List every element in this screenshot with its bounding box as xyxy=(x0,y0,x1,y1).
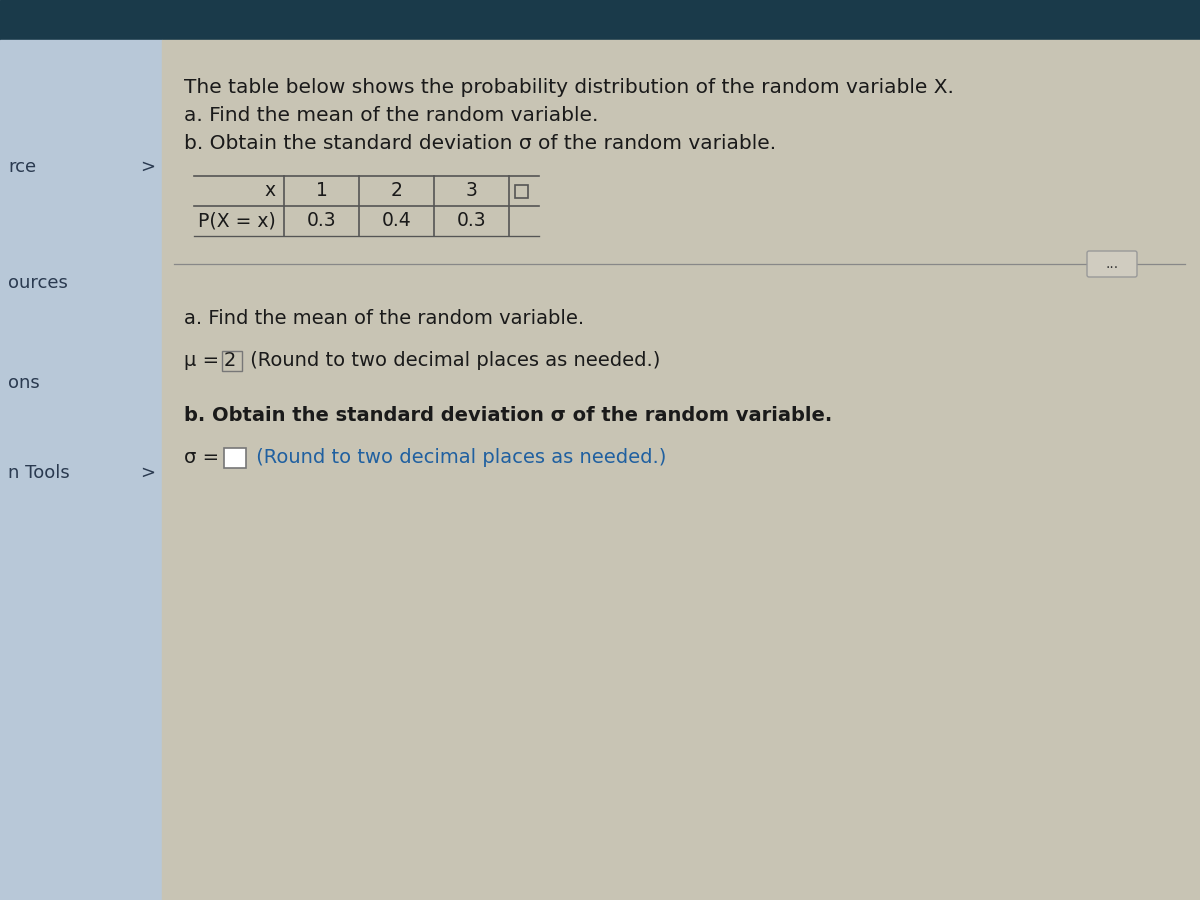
Text: 2: 2 xyxy=(224,351,236,370)
Text: a. Find the mean of the random variable.: a. Find the mean of the random variable. xyxy=(184,309,584,328)
Text: 1: 1 xyxy=(316,182,328,201)
Text: 3: 3 xyxy=(466,182,478,201)
Text: >: > xyxy=(140,464,156,482)
Text: 2: 2 xyxy=(390,182,402,201)
Text: b. Obtain the standard deviation σ of the random variable.: b. Obtain the standard deviation σ of th… xyxy=(184,134,776,153)
Text: (Round to two decimal places as needed.): (Round to two decimal places as needed.) xyxy=(244,351,660,370)
Text: μ =: μ = xyxy=(184,351,226,370)
Bar xyxy=(515,184,528,197)
Text: b. Obtain the standard deviation σ of the random variable.: b. Obtain the standard deviation σ of th… xyxy=(184,406,833,425)
Text: rce: rce xyxy=(8,158,36,176)
Text: x: x xyxy=(265,182,276,201)
Text: The table below shows the probability distribution of the random variable X.: The table below shows the probability di… xyxy=(184,78,954,97)
Text: ons: ons xyxy=(8,374,40,392)
Text: 0.3: 0.3 xyxy=(307,212,336,230)
Text: ources: ources xyxy=(8,274,68,292)
Bar xyxy=(0,40,162,900)
Bar xyxy=(0,0,1200,40)
Text: a. Find the mean of the random variable.: a. Find the mean of the random variable. xyxy=(184,106,599,125)
Bar xyxy=(224,448,246,468)
Text: ...: ... xyxy=(1105,257,1118,271)
Text: n Tools: n Tools xyxy=(8,464,70,482)
Text: >: > xyxy=(140,158,156,176)
Bar xyxy=(162,40,1200,900)
Bar xyxy=(222,351,242,371)
Text: (Round to two decimal places as needed.): (Round to two decimal places as needed.) xyxy=(250,448,666,467)
Text: 0.3: 0.3 xyxy=(457,212,486,230)
FancyBboxPatch shape xyxy=(1087,251,1138,277)
Text: 0.4: 0.4 xyxy=(382,212,412,230)
Text: P(X = x): P(X = x) xyxy=(198,212,276,230)
Text: σ =: σ = xyxy=(184,448,220,467)
